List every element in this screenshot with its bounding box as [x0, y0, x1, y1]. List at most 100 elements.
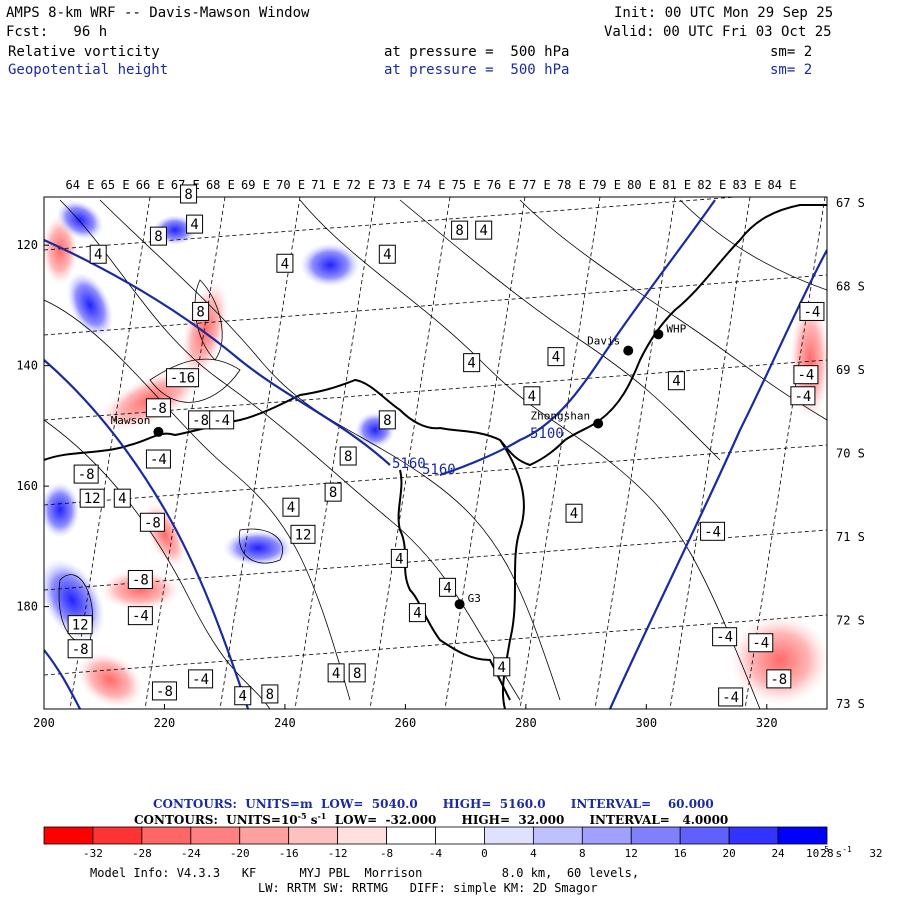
svg-text:-8: -8: [72, 642, 89, 658]
lon-label: 79 E: [592, 178, 621, 192]
vorticity-contour-label: -8: [151, 681, 177, 701]
svg-text:-4: -4: [722, 690, 739, 706]
vorticity-contour-label: 8: [149, 226, 167, 246]
vorticity-contour-label: 8: [261, 684, 279, 704]
vorticity-contour-label: 4: [276, 253, 294, 273]
lon-label: 69 E: [241, 178, 270, 192]
vorticity-contour-label: 8: [324, 482, 342, 502]
lon-label: 66 E: [136, 178, 165, 192]
vorticity-contour-label: 4: [327, 663, 345, 683]
height-contours: [44, 199, 827, 709]
vorticity-contour-label: -8: [67, 639, 93, 659]
svg-text:-4: -4: [797, 368, 814, 384]
lon-label: 82 E: [697, 178, 726, 192]
colorbar-swatch: [484, 826, 534, 845]
vorticity-contour-label: -4: [718, 687, 744, 707]
colorbar-label: 24: [771, 847, 785, 860]
station-marker: Zhongshan: [531, 409, 604, 429]
vorticity-contour-label: 12: [67, 615, 93, 635]
model-info-physics: LW: RRTM SW: RRTMG DIFF: simple KM: 2D S…: [258, 881, 598, 895]
colorbar-swatch: [288, 826, 339, 845]
vorticity-contour-label: -4: [712, 627, 738, 647]
vorticity-contour-label: 4: [463, 353, 481, 373]
init-time: Init: 00 UTC Mon 29 Sep 25: [614, 5, 834, 21]
vorticity-contour-label: 4: [523, 386, 541, 406]
vorticity-contour-label: 4: [439, 577, 457, 597]
station-marker: Davis: [587, 335, 634, 356]
lat-label: 70 S: [836, 447, 865, 461]
svg-text:8: 8: [455, 223, 463, 239]
svg-text:-8: -8: [78, 467, 95, 483]
colorbar-label: 4: [530, 847, 537, 860]
colorbar-label: -24: [181, 847, 201, 860]
svg-text:4: 4: [570, 506, 578, 522]
lon-label: 75 E: [452, 178, 481, 192]
lon-label: 70 E: [276, 178, 305, 192]
colorbar-label: 0: [481, 847, 488, 860]
svg-text:4: 4: [467, 356, 475, 372]
station-marker: WHP: [653, 322, 687, 340]
colorbar-label: -8: [380, 847, 393, 860]
lon-label: 84 E: [768, 178, 797, 192]
svg-text:4: 4: [190, 217, 198, 233]
colorbar-swatch: [337, 826, 387, 845]
colorbar-label: -16: [279, 847, 299, 860]
svg-text:8: 8: [353, 666, 361, 682]
vorticity-contour-info: CONTOURS: UNITS=10-5 s-1 LOW= -32.000 HI…: [134, 811, 729, 827]
vorticity-contour-label: 4: [282, 497, 300, 517]
vorticity-contour-label: 4: [408, 603, 426, 623]
x-tick-label: 300: [635, 716, 657, 730]
vorticity-contour-label: 8: [339, 446, 357, 466]
vorticity-contour-label: -8: [139, 512, 165, 532]
lon-label: 72 E: [346, 178, 375, 192]
height-contour-label: 5100: [530, 426, 564, 442]
vorticity-contour-label: -8: [73, 464, 99, 484]
lat-label: 72 S: [836, 614, 865, 628]
vorticity-contour-label: 8: [192, 301, 210, 321]
height-contour-info: CONTOURS: UNITS=m LOW= 5040.0 HIGH= 5160…: [153, 797, 714, 811]
svg-text:-4: -4: [704, 524, 721, 540]
svg-text:-4: -4: [752, 636, 769, 652]
vorticity-contour-label: 8: [378, 410, 396, 430]
lon-label: 68 E: [206, 178, 235, 192]
lat-label: 71 S: [836, 530, 865, 544]
lon-label: 76 E: [487, 178, 516, 192]
station-label: Zhongshan: [531, 409, 591, 422]
colorbar-swatch: [435, 826, 485, 845]
field1-name: Relative vorticity: [8, 44, 160, 60]
colorbar-label: -12: [328, 847, 348, 860]
y-tick-label: 160: [16, 479, 38, 493]
lat-label: 67 S: [836, 196, 865, 210]
vorticity-contour-label: 4: [89, 244, 107, 264]
vorticity-contour-label: 4: [186, 214, 204, 234]
svg-text:4: 4: [383, 247, 391, 263]
y-tick-label: 180: [16, 600, 38, 614]
vorticity-contour-label: -4: [700, 521, 726, 541]
vorticity-contour-label: -16: [166, 368, 200, 388]
station-marker: Mawson: [111, 414, 164, 437]
model-info: Model Info: V4.3.3 KF MYJ PBL Morrison 8…: [90, 866, 640, 880]
svg-text:-8: -8: [156, 684, 173, 700]
colorbar-label: -20: [230, 847, 250, 860]
lon-label: 83 E: [732, 178, 761, 192]
colorbar-swatch: [777, 826, 828, 845]
svg-text:-4: -4: [794, 389, 811, 405]
lon-label: 80 E: [627, 178, 656, 192]
lon-label: 77 E: [522, 178, 551, 192]
svg-text:8: 8: [196, 304, 204, 320]
svg-text:-16: -16: [170, 371, 195, 387]
svg-text:-8: -8: [150, 401, 167, 417]
vorticity-contour-label: 8: [451, 220, 469, 240]
colorbar-label: 8: [579, 847, 586, 860]
lat-lon-grid: [44, 197, 827, 709]
vorticity-contour-label: -8: [145, 398, 171, 418]
station-label: Davis: [587, 335, 620, 348]
svg-text:8: 8: [266, 687, 274, 703]
colorbar-label: 12: [625, 847, 638, 860]
colorbar-label: 20: [723, 847, 736, 860]
colorbar-swatch: [728, 826, 779, 845]
vorticity-contour-label: -8: [766, 669, 792, 689]
svg-text:4: 4: [552, 350, 560, 366]
lat-label: 68 S: [836, 280, 865, 294]
